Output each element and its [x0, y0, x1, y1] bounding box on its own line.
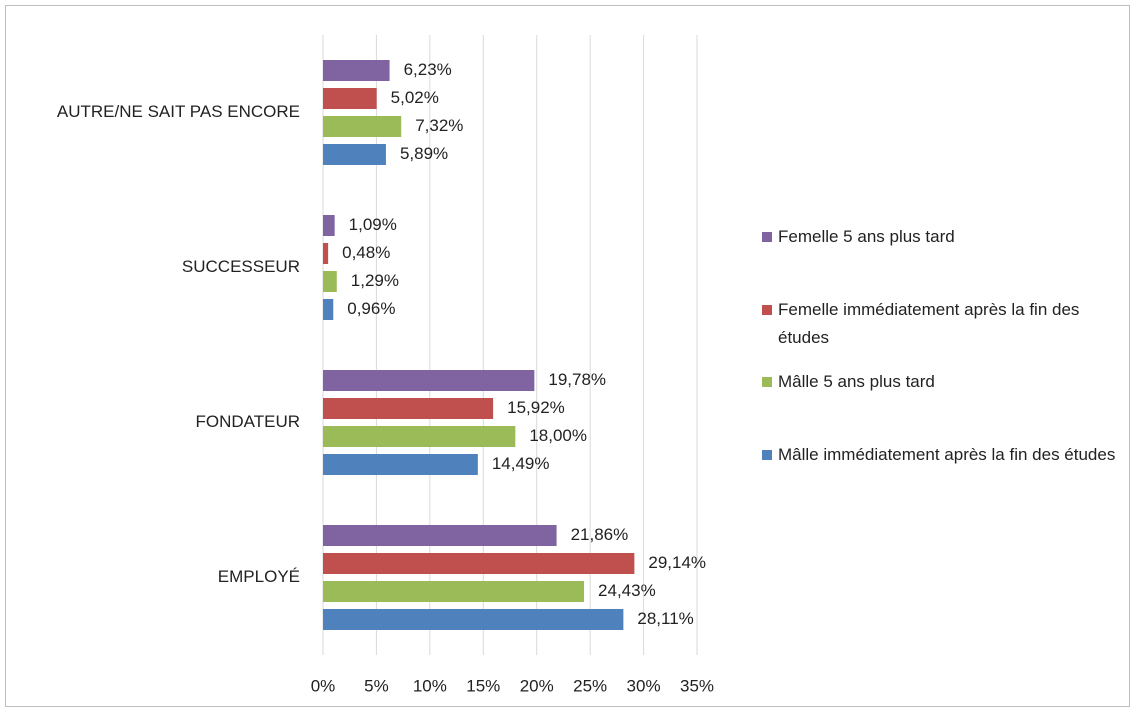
bar [323, 299, 334, 320]
bar [323, 144, 386, 165]
legend-swatch [762, 377, 772, 387]
legend-label: Mâlle immédiatement après la fin des étu… [778, 445, 1116, 464]
x-tick-label: 15% [466, 676, 500, 695]
x-tick-label: 20% [520, 676, 554, 695]
data-label: 0,96% [347, 299, 395, 318]
x-tick-label: 35% [680, 676, 714, 695]
data-label: 14,49% [492, 454, 550, 473]
bar [323, 454, 478, 475]
x-tick-label: 30% [627, 676, 661, 695]
data-label: 29,14% [648, 553, 706, 572]
data-label: 6,23% [404, 60, 452, 79]
legend-item: Femelle 5 ans plus tard [760, 223, 1123, 251]
bar [323, 215, 335, 236]
bar [323, 271, 337, 292]
bar [323, 116, 402, 137]
bar [323, 88, 377, 109]
data-label: 28,11% [637, 609, 693, 628]
bar [323, 398, 494, 419]
legend-item: Mâlle immédiatement après la fin des étu… [760, 441, 1123, 469]
legend-label: Mâlle 5 ans plus tard [778, 372, 935, 391]
bar [323, 525, 557, 546]
x-tick-label: 5% [364, 676, 389, 695]
legend-label: Femelle 5 ans plus tard [778, 227, 955, 246]
data-label: 21,86% [571, 525, 629, 544]
data-label: 19,78% [548, 370, 606, 389]
y-tick-label: FONDATEUR [195, 412, 300, 431]
legend-swatch [762, 305, 772, 315]
legend-item: Mâlle 5 ans plus tard [760, 368, 1123, 396]
data-label: 5,02% [391, 88, 439, 107]
data-label: 5,89% [400, 144, 448, 163]
x-tick-label: 10% [413, 676, 447, 695]
y-tick-label: AUTRE/NE SAIT PAS ENCORE [57, 102, 300, 121]
legend-item: Femelle immédiatement après la fin des é… [760, 296, 1123, 352]
legend-label: Femelle immédiatement après la fin des é… [778, 300, 1080, 347]
bar [323, 60, 390, 81]
y-tick-label: EMPLOYÉ [218, 567, 300, 586]
y-tick-label: SUCCESSEUR [182, 257, 300, 276]
bar [323, 581, 585, 602]
bar [323, 609, 624, 630]
chart-border [5, 5, 1130, 707]
data-label: 7,32% [415, 116, 463, 135]
data-label: 18,00% [529, 426, 587, 445]
bar [323, 370, 535, 391]
data-label: 24,43% [598, 581, 656, 600]
legend-swatch [762, 450, 772, 460]
bar [323, 426, 516, 447]
data-label: 1,29% [351, 271, 399, 290]
x-tick-label: 25% [573, 676, 607, 695]
bar [323, 553, 635, 574]
data-label: 1,09% [349, 215, 397, 234]
legend-swatch [762, 232, 772, 242]
bar [323, 243, 329, 264]
data-label: 15,92% [507, 398, 565, 417]
x-tick-label: 0% [311, 676, 336, 695]
data-label: 0,48% [342, 243, 390, 262]
